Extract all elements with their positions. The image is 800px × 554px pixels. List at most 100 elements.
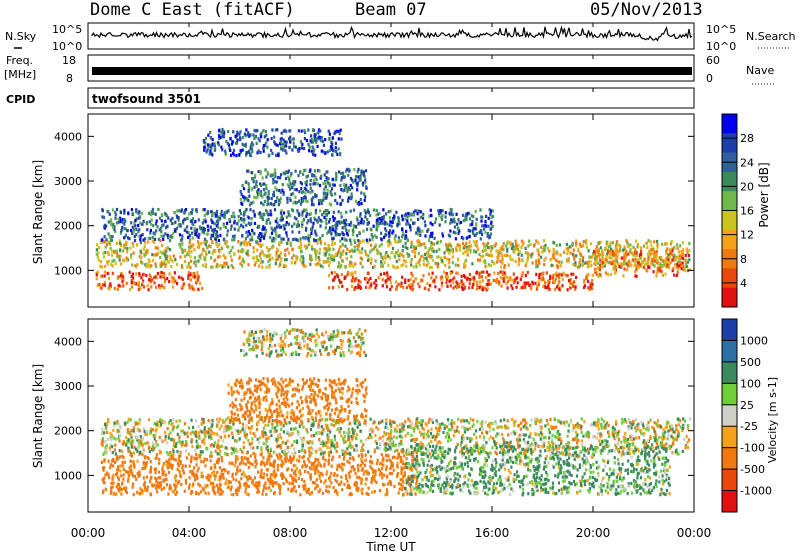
data-cell [169,235,173,239]
data-cell [535,272,538,276]
data-cell [401,235,404,239]
data-cell [625,262,628,266]
data-cell [623,245,626,249]
data-cell [393,429,396,433]
data-cell [336,201,339,205]
data-cell [185,253,188,257]
data-cell [340,280,343,284]
data-cell [376,212,379,216]
data-cell [430,232,433,236]
data-cell [120,276,123,280]
data-cell [468,421,471,425]
data-cell [588,287,591,292]
data-cell [164,434,167,439]
data-cell [154,246,157,250]
data-cell [456,227,459,231]
data-cell [349,209,352,213]
data-cell [582,262,585,266]
data-cell [307,142,310,146]
data-cell [308,234,311,238]
data-cell [317,182,320,186]
data-cell [640,260,643,264]
data-cell [476,244,479,248]
data-cell [333,437,336,441]
data-cell [475,240,478,244]
data-cell [154,442,157,446]
data-cell [680,253,683,258]
data-cell [247,221,250,225]
data-cell [270,136,273,141]
data-cell [138,221,142,225]
data-cell [607,423,610,428]
data-cell [271,228,274,232]
data-cell [667,258,670,262]
data-cell [667,260,670,264]
data-cell [676,430,680,434]
data-cell [678,254,681,258]
data-cell [677,267,680,271]
data-cell [339,239,342,243]
data-cell [550,425,553,429]
data-cell [622,262,625,267]
data-cell [603,439,606,443]
data-cell [431,279,434,284]
data-cell [172,280,175,284]
data-cell [487,263,490,267]
data-cell [315,431,318,435]
data-cell [400,435,403,439]
data-cell [113,448,116,452]
data-cell [303,186,306,190]
data-cell [108,241,111,245]
data-cell [466,427,469,431]
data-cell [101,209,104,213]
data-cell [360,171,363,175]
data-cell [573,425,576,429]
data-cell [131,212,134,216]
data-cell [629,435,632,439]
data-cell [677,255,680,260]
data-cell [302,236,305,240]
data-cell [297,220,300,224]
data-cell [555,271,558,275]
data-cell [112,222,115,226]
data-cell [389,419,392,423]
data-cell [395,286,398,290]
data-cell [139,241,142,245]
data-cell [484,248,487,252]
data-cell [136,449,139,453]
data-cell [604,445,607,449]
data-cell [572,272,575,276]
data-cell [492,427,495,431]
data-cell [203,208,206,212]
data-cell [575,445,578,449]
data-cell [267,217,270,222]
data-cell [449,244,452,248]
data-cell [522,241,525,245]
data-cell [326,437,329,441]
data-cell [151,235,154,239]
data-cell [308,256,312,260]
data-cell [301,142,304,146]
data-cell [669,261,673,265]
data-cell [623,438,626,442]
data-cell [244,134,247,138]
data-cell [210,146,213,150]
data-cell [422,274,425,278]
data-cell [559,253,562,257]
data-cell [106,262,109,266]
data-cell [378,447,381,451]
data-cell [515,438,519,442]
data-cell [183,217,186,221]
data-cell [155,219,158,223]
data-cell [485,270,489,274]
data-cell [469,439,472,443]
data-cell [115,249,118,253]
nsky-tick-bottom: 10^0 [52,40,82,53]
data-cell [314,132,317,136]
data-cell [685,258,688,262]
data-cell [641,441,645,445]
data-cell [476,287,479,291]
freq-tick-top: 18 [62,54,76,67]
data-cell [254,260,257,265]
data-cell [377,220,380,224]
